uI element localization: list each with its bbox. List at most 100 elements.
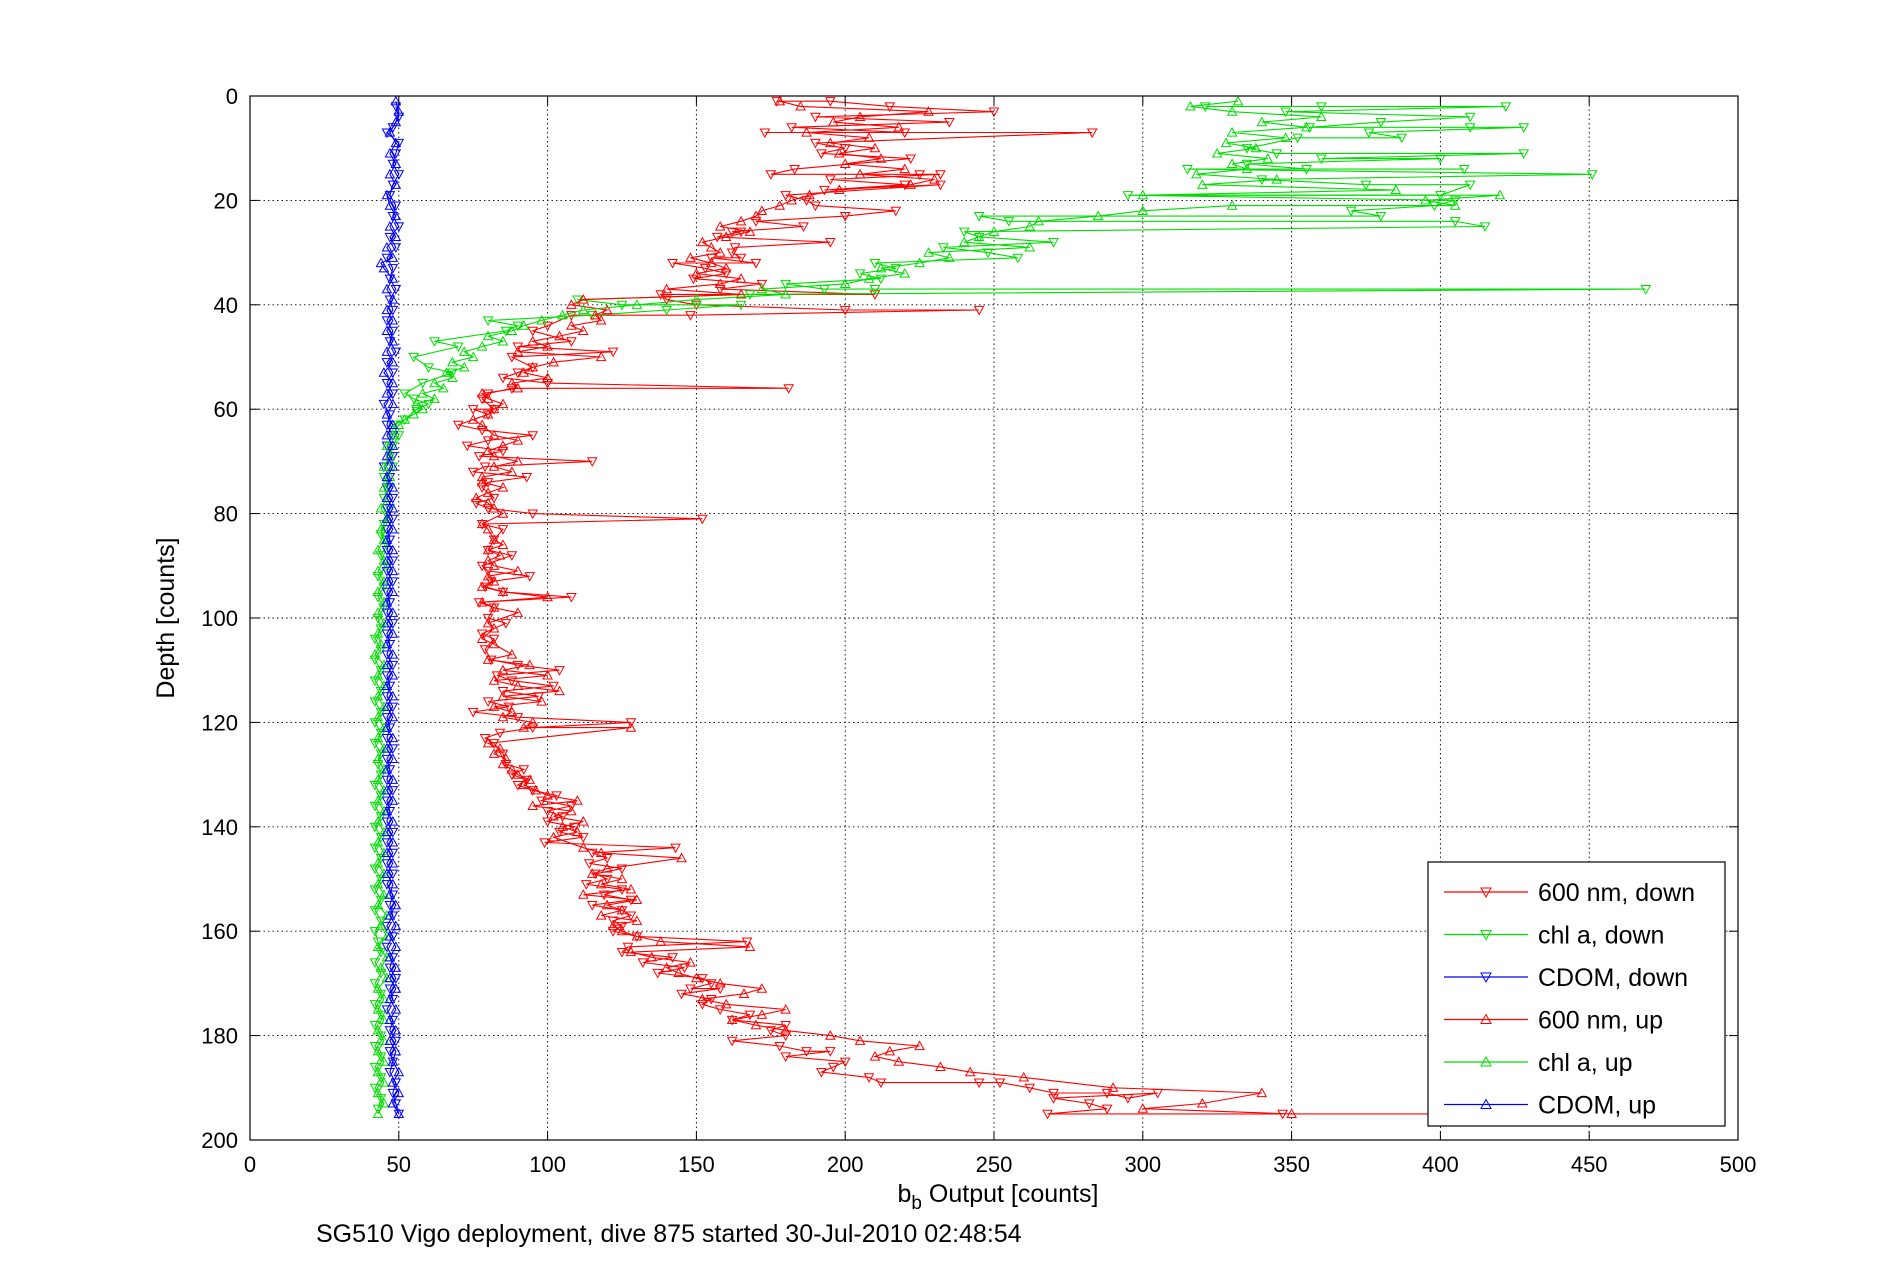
data-point (527, 326, 539, 337)
data-point (816, 149, 827, 159)
data-point (381, 629, 393, 640)
data-point (381, 1005, 393, 1016)
data-point (705, 257, 717, 268)
data-point (390, 149, 402, 159)
data-point (390, 920, 402, 931)
data-point (598, 890, 610, 901)
data-point (381, 408, 393, 419)
data-point (372, 669, 384, 680)
data-point (786, 194, 797, 205)
data-point (518, 367, 530, 377)
data-point (381, 921, 393, 932)
data-point (381, 440, 393, 450)
data-point (381, 379, 393, 389)
data-point (387, 836, 399, 847)
data-point (387, 314, 399, 325)
data-point (384, 889, 396, 899)
data-point (381, 838, 393, 848)
data-point (616, 300, 628, 311)
data-point (372, 753, 384, 764)
data-point (512, 607, 524, 617)
data-point (536, 796, 547, 807)
data-point (875, 274, 887, 285)
data-point (756, 279, 768, 290)
data-point (914, 1040, 925, 1051)
data-point (527, 431, 539, 441)
data-point (1024, 220, 1036, 231)
data-point (476, 633, 488, 643)
data-point (381, 692, 393, 702)
data-point (390, 243, 402, 253)
data-point (726, 1036, 738, 1047)
data-point (1301, 164, 1312, 175)
data-point (1003, 217, 1015, 227)
data-point (1122, 1094, 1134, 1104)
data-point (1316, 111, 1327, 121)
data-point (372, 1066, 384, 1077)
data-point (685, 984, 696, 995)
data-point (780, 1031, 792, 1042)
data-point (372, 795, 384, 805)
data-point (1092, 210, 1104, 221)
data-point (714, 278, 726, 289)
legend-entry: chl a, down (1444, 922, 1664, 950)
data-point (512, 382, 524, 393)
data-point (1479, 222, 1491, 233)
data-point (375, 257, 387, 268)
data-point (390, 899, 402, 910)
data-point (384, 984, 396, 995)
data-point (699, 264, 711, 274)
x-tick-label: 150 (678, 1152, 715, 1177)
data-point (884, 1045, 896, 1056)
data-point (417, 403, 428, 414)
data-point (375, 962, 387, 972)
data-point (488, 450, 500, 461)
data-point (973, 1078, 985, 1089)
y-tick-label: 20 (214, 188, 238, 213)
data-point (810, 201, 821, 212)
data-point (1464, 180, 1476, 191)
data-point (854, 111, 866, 121)
data-point (387, 649, 399, 659)
data-point (378, 481, 390, 492)
data-point (381, 847, 393, 857)
data-point (542, 669, 553, 680)
data-point (863, 132, 875, 142)
data-point (899, 128, 911, 139)
data-point (1083, 1099, 1095, 1109)
data-point (390, 116, 402, 127)
data-point (530, 784, 542, 795)
data-point (387, 326, 399, 337)
data-point (482, 330, 494, 341)
data-point (387, 335, 399, 346)
data-point (384, 930, 396, 941)
legend-label: CDOM, down (1538, 964, 1688, 992)
data-point (512, 321, 524, 332)
data-point (387, 398, 399, 409)
data-point (506, 676, 518, 687)
data-point (476, 483, 488, 494)
data-point (557, 812, 568, 822)
data-point (387, 744, 399, 755)
data-point (542, 789, 553, 800)
data-point (372, 857, 384, 868)
data-point (819, 185, 830, 196)
data-point (381, 617, 393, 628)
data-point (390, 962, 402, 972)
series-line (380, 101, 400, 1115)
data-point (494, 549, 506, 560)
data-point (765, 170, 777, 180)
data-point (393, 170, 405, 180)
data-point (750, 1019, 762, 1030)
data-point (390, 347, 402, 358)
data-point (780, 1003, 792, 1014)
data-point (741, 937, 753, 948)
data-point (458, 361, 470, 372)
data-point (1271, 173, 1283, 184)
data-point (801, 127, 812, 137)
data-point (390, 941, 402, 951)
data-point (798, 222, 809, 233)
data-point (616, 925, 628, 936)
data-point (381, 701, 393, 711)
data-point (512, 680, 524, 690)
